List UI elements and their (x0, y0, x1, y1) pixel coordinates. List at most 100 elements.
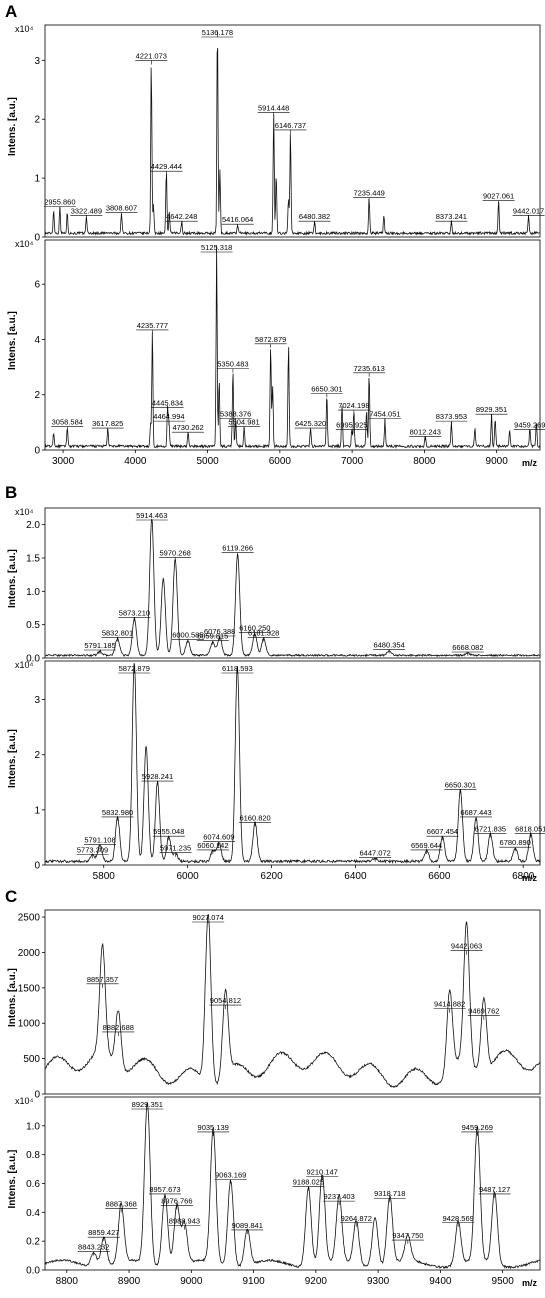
peak-label: 9027.074 (193, 913, 224, 922)
x-tick-label: 6600 (428, 871, 451, 882)
x-tick-label: 6400 (344, 871, 367, 882)
spectrum-trace (44, 913, 541, 1089)
peak-label: 6480.354 (373, 640, 404, 649)
y-exponent: x10⁴ (15, 1096, 34, 1106)
panel-label-b: B (5, 483, 17, 502)
peak-label: 8859.427 (88, 1228, 119, 1237)
peak-label: 6995.925 (336, 420, 367, 429)
y-tick-label: 1.5 (26, 554, 40, 565)
spectrum-trace (44, 245, 541, 449)
y-axis-label: Intens. [a.u.] (7, 549, 18, 608)
peak-annotation: 4429.444 (150, 162, 183, 176)
peak-label: 4445.834 (152, 398, 183, 407)
peak-label: 5970.268 (160, 548, 191, 557)
peak-label: 4464.994 (153, 412, 184, 421)
x-tick-label: 9400 (429, 1276, 452, 1287)
peak-label: 8843.232 (78, 1243, 109, 1252)
peak-label: 9318.718 (374, 1189, 405, 1198)
y-tick-label: 0.4 (26, 1208, 40, 1219)
peak-label: 6650.301 (445, 780, 476, 789)
peak-annotation: 9414.882 (433, 1000, 466, 1013)
peak-annotation: 7024.198 (337, 401, 370, 415)
peak-label: 6118.593 (222, 664, 253, 673)
peak-annotation: 6076.388 (203, 627, 236, 640)
peak-annotation: 5416.064 (221, 215, 254, 229)
peak-annotation: 8887.368 (105, 1199, 138, 1213)
x-tick-label: 6200 (260, 871, 283, 882)
spectrum-plot-6: Intens. [a.u.] x10⁴ 0.0 0.2 0.4 0.6 0.8 1.0 8800… (7, 1096, 541, 1288)
peak-annotation: 5791.108 (83, 835, 116, 849)
peak-annotation: 5832.801 (101, 628, 134, 642)
peak-annotation: 4235.777 (136, 321, 169, 334)
x-tick-label: 8800 (56, 1276, 79, 1287)
peak-annotation: 9188.025 (292, 1178, 325, 1191)
y-axis-label: Intens. [a.u.] (7, 1150, 18, 1209)
peak-label: 5125.318 (201, 243, 232, 252)
peak-label: 5928.241 (142, 772, 173, 781)
peak-annotation: 8976.766 (160, 1196, 193, 1210)
plot-frame (44, 239, 541, 451)
y-tick-label: 0.6 (26, 1179, 40, 1190)
peak-annotation: 9035.139 (197, 1123, 230, 1136)
peak-annotation: 8957.673 (148, 1185, 181, 1198)
peak-label: 6074.609 (203, 833, 234, 842)
peak-label: 3808.607 (106, 203, 137, 212)
peak-label: 5504.981 (228, 418, 259, 427)
peak-label: 8887.368 (106, 1199, 137, 1208)
plot-frame (44, 507, 541, 659)
peak-annotation: 6721.835 (474, 824, 507, 838)
peak-label: 6000.585 (172, 630, 203, 639)
peak-label: 6668.082 (452, 643, 483, 652)
peak-annotation: 6146.737 (274, 121, 307, 134)
peak-annotation: 4642.248 (165, 212, 198, 226)
peak-annotation: 5791.185 (84, 641, 117, 654)
peak-label: 9264.872 (341, 1214, 372, 1223)
x-tick-label: 8000 (413, 456, 436, 467)
peak-label: 7024.198 (338, 401, 369, 410)
peak-annotation: 3058.584 (51, 418, 84, 431)
peak-label: 8929.351 (132, 1100, 163, 1109)
peak-label: 9089.841 (232, 1221, 263, 1230)
x-tick-label: 6000 (269, 456, 292, 467)
spectrum-trace (44, 663, 541, 864)
peak-label: 8373.241 (436, 212, 467, 221)
peak-annotation: 9237.403 (323, 1192, 356, 1206)
y-axis-label: Intens. [a.u.] (7, 97, 18, 156)
peak-annotation: 3617.825 (91, 419, 124, 433)
peak-label: 5773.309 (77, 845, 108, 854)
peak-annotation: 6074.609 (202, 833, 235, 846)
y-tick-label: 0.8 (26, 1150, 40, 1161)
y-tick-label: 0 (34, 1090, 40, 1101)
y-tick-label: 2 (34, 750, 40, 761)
x-axis-label: m/z (522, 1278, 538, 1288)
peak-annotation: 6569.644 (410, 841, 443, 854)
peak-label: 9442.063 (451, 942, 482, 951)
peak-label: 6650.301 (311, 385, 342, 394)
peak-label: 6076.388 (204, 627, 235, 636)
y-tick-label: 2000 (18, 948, 41, 959)
peak-annotation: 6687.443 (460, 808, 493, 821)
peak-label: 6607.454 (427, 827, 458, 836)
y-exponent: x10⁴ (15, 660, 34, 670)
y-tick-label: 0 (34, 446, 40, 457)
y-tick-label: 0.0 (26, 654, 40, 665)
x-axis-label: m/z (522, 458, 538, 468)
peak-label: 9063.169 (215, 1171, 246, 1180)
y-tick-label: 0 (34, 861, 40, 872)
spectrum-plot-3: Intens. [a.u.] x10⁴ 0.0 0.5 1.0 1.5 2.0 5791.18… (7, 507, 541, 665)
y-tick-label: 2 (34, 115, 40, 126)
peak-annotation: 6181.328 (247, 628, 280, 642)
plot-frame (44, 660, 541, 866)
peak-annotation: 5350.483 (216, 360, 249, 373)
peak-annotation: 4730.262 (172, 423, 205, 437)
peak-annotation: 8857.357 (86, 975, 119, 988)
y-axis-label: Intens. [a.u.] (7, 729, 18, 788)
peak-label: 9210.147 (307, 1168, 338, 1177)
peak-label: 6569.644 (411, 841, 442, 850)
y-exponent: x10⁴ (15, 239, 34, 249)
peak-annotation: 5125.318 (200, 243, 233, 253)
peak-label: 5350.483 (217, 360, 248, 369)
peak-label: 6060.142 (197, 841, 228, 850)
peak-annotation: 8373.241 (435, 212, 468, 226)
